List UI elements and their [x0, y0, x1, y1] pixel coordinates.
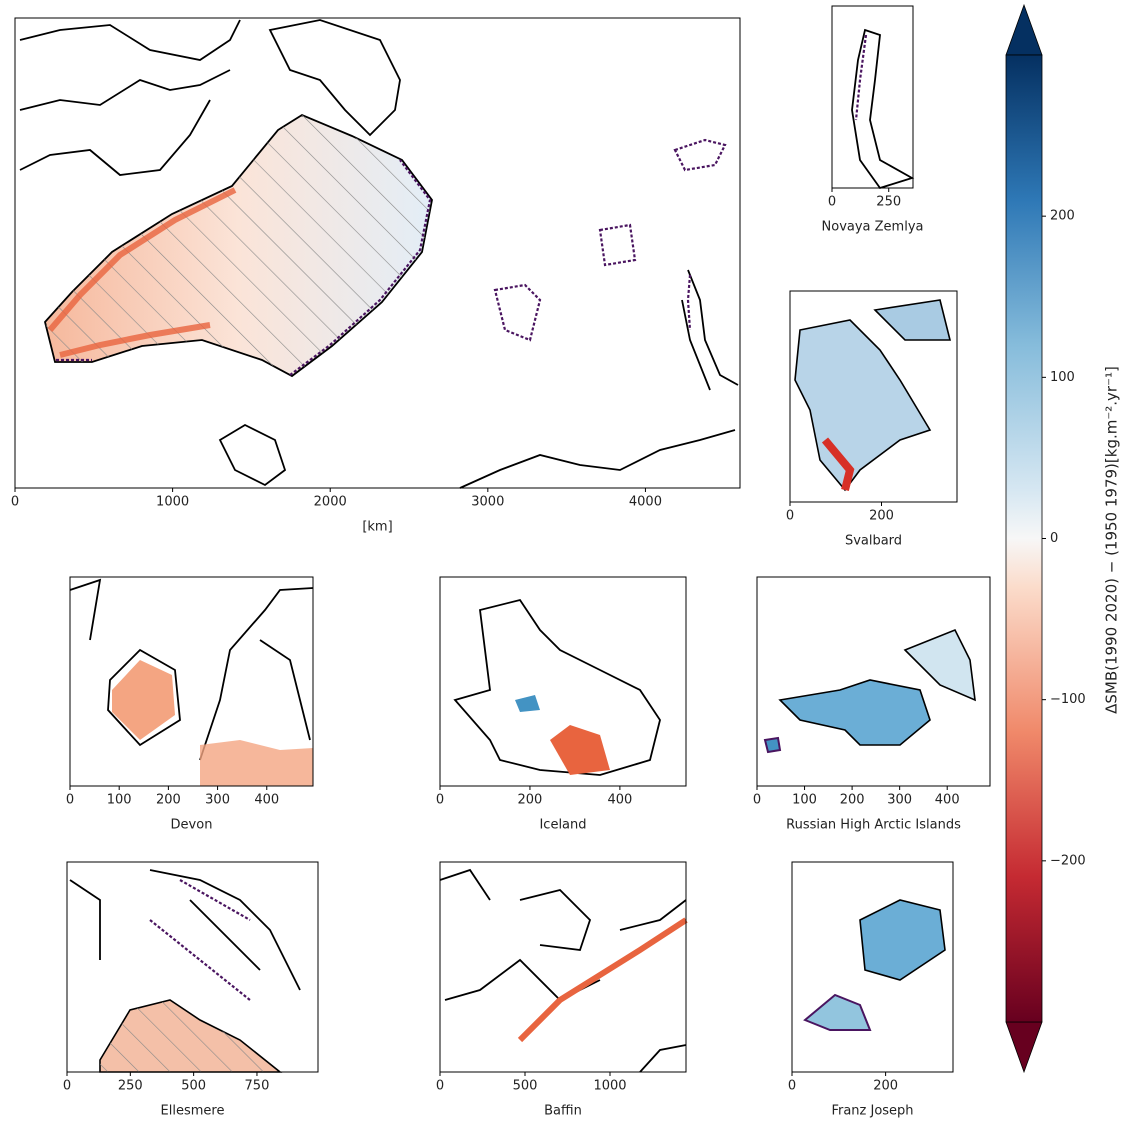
x-tick-label: 2000 [314, 495, 347, 510]
x-axis-label: Iceland [539, 818, 586, 833]
x-tick-label: 300 [205, 793, 230, 808]
x-tick-label: 200 [518, 793, 543, 808]
panel-frame [756, 576, 991, 787]
x-tick-label: 0 [828, 195, 836, 210]
x-tick-label: 200 [869, 509, 894, 524]
map-shapes [19, 19, 976, 1073]
x-axis-label: [km] [362, 520, 392, 535]
panel-frame [831, 5, 914, 189]
x-tick-label: 500 [513, 1079, 538, 1094]
panel-frame [789, 290, 958, 503]
x-tick-label: 0 [66, 793, 74, 808]
panel-frame [439, 576, 687, 787]
colorbar-tick-label: −200 [1050, 853, 1086, 868]
x-tick-label: 0 [788, 1079, 796, 1094]
x-tick-label: 100 [792, 793, 817, 808]
x-axis-label: Novaya Zemlya [822, 220, 924, 235]
panel-frame [791, 861, 954, 1073]
x-tick-label: 300 [887, 793, 912, 808]
x-axis-label: Devon [171, 818, 213, 833]
panel-frame [66, 861, 319, 1073]
x-tick-label: 400 [254, 793, 279, 808]
panel-frame [14, 17, 741, 489]
colorbar-tick-label: 100 [1050, 370, 1075, 385]
x-axis-label: Ellesmere [161, 1104, 225, 1119]
x-tick-label: 200 [156, 793, 181, 808]
x-axis-label: Svalbard [845, 534, 902, 549]
colorbar-label: ΔSMB(1990 2020) − (1950 1979)[kg.m⁻².yr⁻… [1103, 366, 1121, 714]
colorbar-tick-label: 0 [1050, 531, 1058, 546]
x-tick-label: 500 [181, 1079, 206, 1094]
x-tick-label: 0 [786, 509, 794, 524]
colorbar-tick-label: −100 [1050, 692, 1086, 707]
x-axis-label: Franz Joseph [831, 1104, 913, 1119]
x-tick-label: 750 [245, 1079, 270, 1094]
x-tick-label: 1000 [593, 1079, 626, 1094]
x-tick-label: 200 [873, 1079, 898, 1094]
x-tick-label: 0 [436, 1079, 444, 1094]
panel-frame [69, 576, 314, 787]
x-tick-label: 200 [840, 793, 865, 808]
x-tick-label: 100 [107, 793, 132, 808]
colorbar-extend-top [1005, 3, 1043, 56]
x-tick-label: 250 [118, 1079, 143, 1094]
colorbar [1005, 54, 1043, 1023]
x-axis-label: Baffin [544, 1104, 582, 1119]
x-tick-label: 3000 [471, 495, 504, 510]
x-tick-label: 4000 [629, 495, 662, 510]
x-tick-label: 0 [11, 495, 19, 510]
x-tick-label: 0 [436, 793, 444, 808]
x-tick-label: 250 [876, 195, 901, 210]
x-tick-label: 0 [63, 1079, 71, 1094]
x-tick-label: 1000 [156, 495, 189, 510]
colorbar-extend-bottom [1005, 1021, 1043, 1074]
x-tick-label: 400 [935, 793, 960, 808]
x-axis-label: Russian High Arctic Islands [786, 818, 961, 833]
panel-frame [439, 861, 687, 1073]
x-tick-label: 0 [753, 793, 761, 808]
colorbar-tick-label: 200 [1050, 209, 1075, 224]
x-tick-label: 400 [607, 793, 632, 808]
